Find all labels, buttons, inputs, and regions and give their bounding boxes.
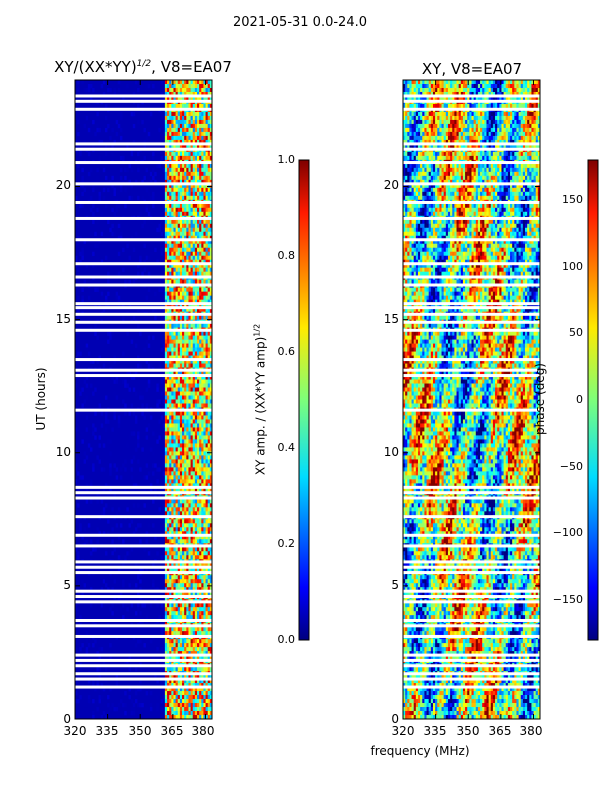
- left-xtick-350: 350: [128, 724, 152, 738]
- left-panel-title: XY/(XX*YY)1/2, V8=EA07: [23, 58, 263, 76]
- right-ytick-5: 5: [391, 578, 399, 592]
- axis-ticks: [74, 80, 540, 720]
- figure-suptitle: 2021-05-31 0.0-24.0: [233, 15, 367, 30]
- left-colorbar: [298, 159, 310, 641]
- right-xtick-320: 320: [391, 724, 415, 738]
- right-cbtick-m50: −50: [559, 460, 583, 473]
- left-cbtick-1.0: 1.0: [277, 153, 296, 166]
- left-cbtick-0.0: 0.0: [277, 633, 296, 646]
- right-ytick-10: 10: [383, 445, 399, 459]
- left-ytick-0: 0: [63, 712, 71, 726]
- right-heatmap: [402, 79, 541, 720]
- left-title-main: XY/(XX*YY): [54, 58, 137, 76]
- left-xtick-335: 335: [95, 724, 119, 738]
- right-xtick-380: 380: [519, 724, 543, 738]
- right-xtick-365: 365: [488, 724, 512, 738]
- left-title-suffix: , V8=EA07: [151, 58, 232, 76]
- right-ytick-20: 20: [383, 178, 399, 192]
- right-colorbar-label: phase (deg): [533, 363, 547, 436]
- right-panel-title: XY, V8=EA07: [421, 60, 523, 78]
- right-cbtick-100: 100: [562, 260, 583, 273]
- right-cbtick-150: 150: [562, 193, 583, 206]
- left-cbtick-0.8: 0.8: [277, 249, 296, 262]
- left-xtick-365: 365: [160, 724, 184, 738]
- x-axis-label: frequency (MHz): [370, 744, 470, 758]
- left-colorbar-label: XY amp. / (XX*YY amp)1/2: [253, 305, 268, 495]
- left-cb-label-sup: 1/2: [252, 323, 262, 337]
- right-cbtick-0: 0: [576, 393, 583, 406]
- left-cb-label-main: XY amp. / (XX*YY amp): [253, 336, 268, 476]
- right-cbtick-50: 50: [569, 326, 583, 339]
- left-xtick-320: 320: [63, 724, 87, 738]
- left-title-sup: 1/2: [136, 59, 152, 69]
- left-cbtick-0.2: 0.2: [277, 537, 296, 550]
- right-colorbar: [587, 159, 599, 641]
- right-xtick-335: 335: [423, 724, 447, 738]
- right-cbtick-m150: −150: [552, 593, 583, 606]
- left-cbtick-0.4: 0.4: [277, 441, 296, 454]
- right-cbtick-m100: −100: [552, 526, 583, 539]
- left-ytick-20: 20: [55, 178, 71, 192]
- left-heatmap: [74, 79, 213, 720]
- right-ytick-15: 15: [383, 312, 399, 326]
- left-ylabel: UT (hours): [34, 367, 48, 431]
- right-xtick-350: 350: [456, 724, 480, 738]
- left-cbtick-0.6: 0.6: [277, 345, 296, 358]
- left-ytick-5: 5: [63, 578, 71, 592]
- left-ytick-15: 15: [55, 312, 71, 326]
- left-xtick-380: 380: [191, 724, 215, 738]
- left-ytick-10: 10: [55, 445, 71, 459]
- right-ytick-0: 0: [391, 712, 399, 726]
